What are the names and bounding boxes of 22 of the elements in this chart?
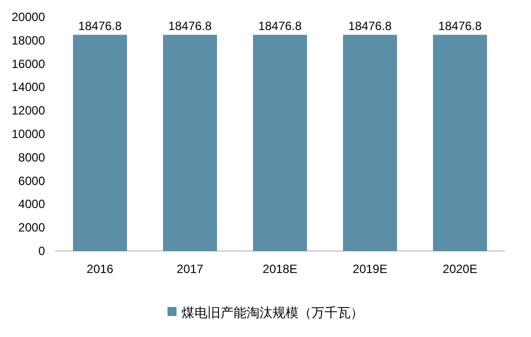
y-tick-label: 10000 (12, 127, 46, 141)
data-label: 18476.8 (168, 18, 212, 33)
y-tick-label: 2000 (18, 220, 46, 235)
y-tick-label: 0 (38, 244, 46, 258)
x-tick-label: 2020E (442, 262, 478, 276)
y-tick-label: 16000 (12, 56, 46, 71)
x-tick-label: 2017 (176, 262, 204, 276)
y-tick-label: 4000 (18, 197, 46, 212)
y-tick-label: 6000 (18, 174, 46, 188)
data-label: 18476.8 (438, 18, 482, 33)
x-tick-label: 2018E (262, 262, 298, 276)
data-label: 18476.8 (348, 18, 392, 33)
data-label: 18476.8 (78, 18, 122, 33)
y-tick-label: 8000 (18, 150, 46, 164)
y-tick-label: 20000 (12, 10, 46, 24)
data-label: 18476.8 (258, 18, 302, 33)
x-tick-label: 2019E (352, 262, 388, 276)
x-tick-label: 2016 (86, 262, 114, 276)
y-tick-label: 14000 (12, 80, 46, 94)
y-tick-label: 12000 (12, 104, 46, 118)
y-tick-label: 18000 (12, 33, 46, 48)
legend-label: 煤电旧产能淘汰规模（万千瓦） (182, 305, 364, 320)
